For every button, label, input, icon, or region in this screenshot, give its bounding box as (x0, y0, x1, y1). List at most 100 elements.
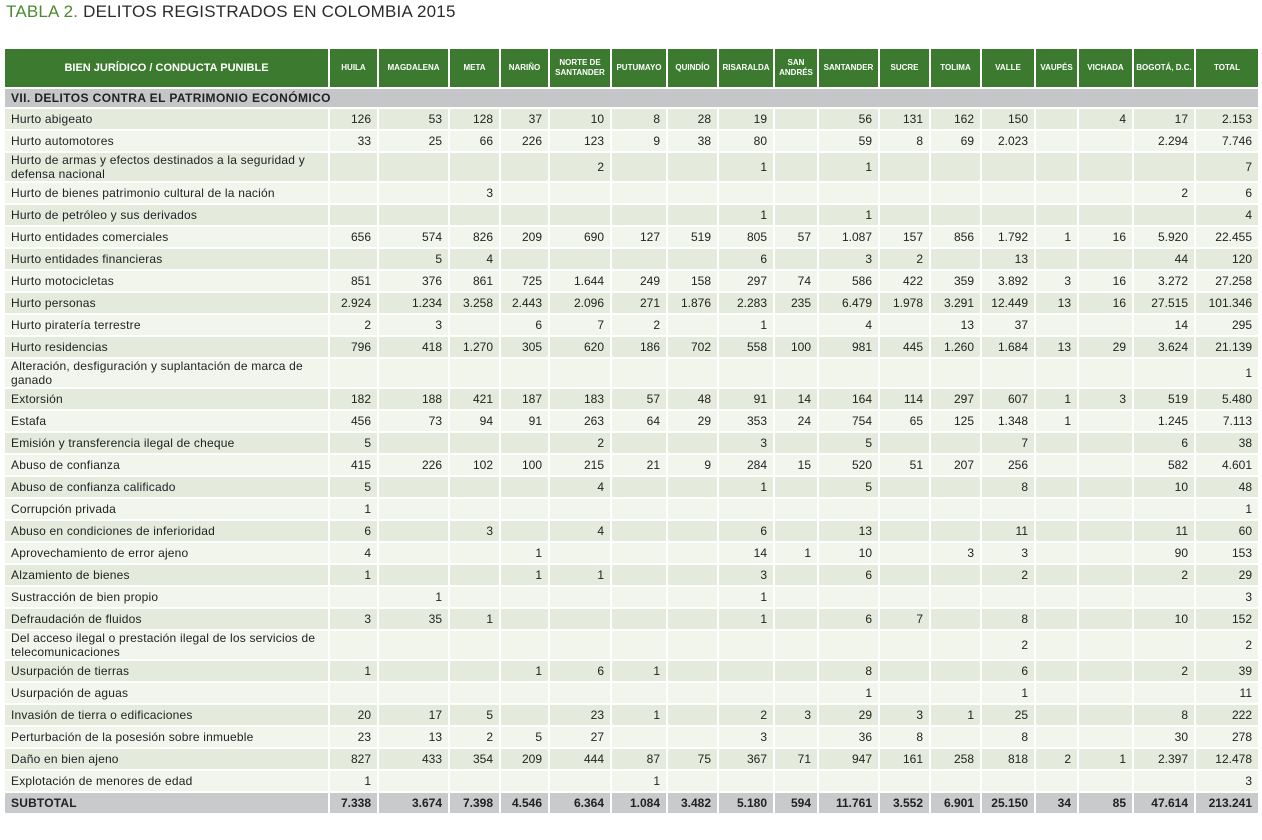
cell-value: 3.291 (931, 293, 980, 313)
cell-value: 13 (379, 727, 448, 747)
cell-value: 127 (612, 227, 666, 247)
cell-value: 2 (612, 315, 666, 335)
cell-value (775, 249, 817, 269)
cell-value (1036, 727, 1077, 747)
cell-value (880, 543, 929, 563)
cell-value: 7.338 (330, 793, 377, 813)
cell-value (668, 609, 717, 629)
table-row: Hurto entidades financieras 5 4 6 3 2 13 44 120 (5, 249, 1258, 269)
table-row: Extorsión 182 188 421 187 183 57 48 91 14 164 114 29… (5, 389, 1258, 409)
cell-value: 22.455 (1196, 227, 1258, 247)
cell-value (1079, 499, 1132, 519)
cell-value: 1 (501, 543, 548, 563)
cell-value: 10 (550, 109, 610, 129)
cell-value: 359 (931, 271, 980, 291)
cell-value: 3 (379, 315, 448, 335)
cell-value: 153 (1196, 543, 1258, 563)
row-label: Hurto entidades financieras (5, 249, 328, 269)
cell-value: 353 (719, 411, 773, 431)
cell-value (819, 771, 878, 791)
cell-value: 13 (1036, 337, 1077, 357)
cell-value: 162 (931, 109, 980, 129)
cell-value: 5 (450, 705, 499, 725)
cell-value (612, 521, 666, 541)
cell-value: 10 (1134, 609, 1194, 629)
cell-value: 36 (819, 727, 878, 747)
cell-value: 2 (1134, 183, 1194, 203)
cell-value: 2 (880, 249, 929, 269)
cell-value: 24 (775, 411, 817, 431)
cell-value: 354 (450, 749, 499, 769)
cell-value: 4 (550, 521, 610, 541)
cell-value: 4 (330, 543, 377, 563)
cell-value (775, 315, 817, 335)
cell-value: 14 (775, 389, 817, 409)
cell-value (819, 631, 878, 659)
cell-value: 74 (775, 271, 817, 291)
cell-value: 3.624 (1134, 337, 1194, 357)
cell-value (1134, 587, 1194, 607)
cell-value: 6.364 (550, 793, 610, 813)
cell-value (668, 359, 717, 387)
cell-value (1134, 205, 1194, 225)
row-label: Hurto motocicletas (5, 271, 328, 291)
cell-value (450, 543, 499, 563)
cell-value: 29 (1196, 565, 1258, 585)
cell-value: 4 (450, 249, 499, 269)
cell-value (379, 153, 448, 181)
cell-value: 2.397 (1134, 749, 1194, 769)
cell-value (330, 631, 377, 659)
cell-value: 1 (1079, 749, 1132, 769)
cell-value: 421 (450, 389, 499, 409)
cell-value: 1 (819, 205, 878, 225)
cell-value (668, 433, 717, 453)
cell-value (612, 183, 666, 203)
cell-value: 2 (1134, 565, 1194, 585)
cell-value: 23 (550, 705, 610, 725)
cell-value: 60 (1196, 521, 1258, 541)
cell-value: 256 (982, 455, 1034, 475)
cell-value: 6 (501, 315, 548, 335)
cell-value (880, 205, 929, 225)
cell-value (450, 433, 499, 453)
cell-value (1079, 727, 1132, 747)
cell-value: 64 (612, 411, 666, 431)
table-row: Hurto automotores 33 25 66 226 123 9 38 80 59 8 69 2… (5, 131, 1258, 151)
cell-value (719, 499, 773, 519)
table-row: Del acceso ilegal o prestación ilegal de… (5, 631, 1258, 659)
cell-value: 1 (931, 705, 980, 725)
cell-value: 1 (501, 565, 548, 585)
cell-value: 4.546 (501, 793, 548, 813)
cell-value (450, 499, 499, 519)
cell-value: 30 (1134, 727, 1194, 747)
cell-value: 2 (450, 727, 499, 747)
cell-value: 1 (612, 771, 666, 791)
cell-value (668, 565, 717, 585)
cell-value (450, 205, 499, 225)
cell-value (668, 661, 717, 681)
cell-value (931, 565, 980, 585)
cell-value (931, 205, 980, 225)
cell-value: 1 (1036, 227, 1077, 247)
table-row: Emisión y transferencia ilegal de cheque… (5, 433, 1258, 453)
cell-value (880, 565, 929, 585)
cell-value (450, 683, 499, 703)
cell-value (501, 205, 548, 225)
cell-value: 29 (819, 705, 878, 725)
cell-value: 2.294 (1134, 131, 1194, 151)
cell-value (931, 183, 980, 203)
table-row: Invasión de tierra o edificaciones 20 17 5 2… (5, 705, 1258, 725)
cell-value: 23 (330, 727, 377, 747)
cell-value: 209 (501, 749, 548, 769)
column-header: SAN ANDRÉS (775, 49, 817, 87)
row-label: Del acceso ilegal o prestación ilegal de… (5, 631, 328, 659)
cell-value: 376 (379, 271, 448, 291)
table-row: Abuso en condiciones de inferioridad 6 3 4 6… (5, 521, 1258, 541)
cell-value: 13 (819, 521, 878, 541)
cell-value (668, 153, 717, 181)
cell-value (931, 433, 980, 453)
cell-value (1036, 609, 1077, 629)
row-label: Abuso de confianza calificado (5, 477, 328, 497)
cell-value (612, 153, 666, 181)
cell-value: 13 (982, 249, 1034, 269)
